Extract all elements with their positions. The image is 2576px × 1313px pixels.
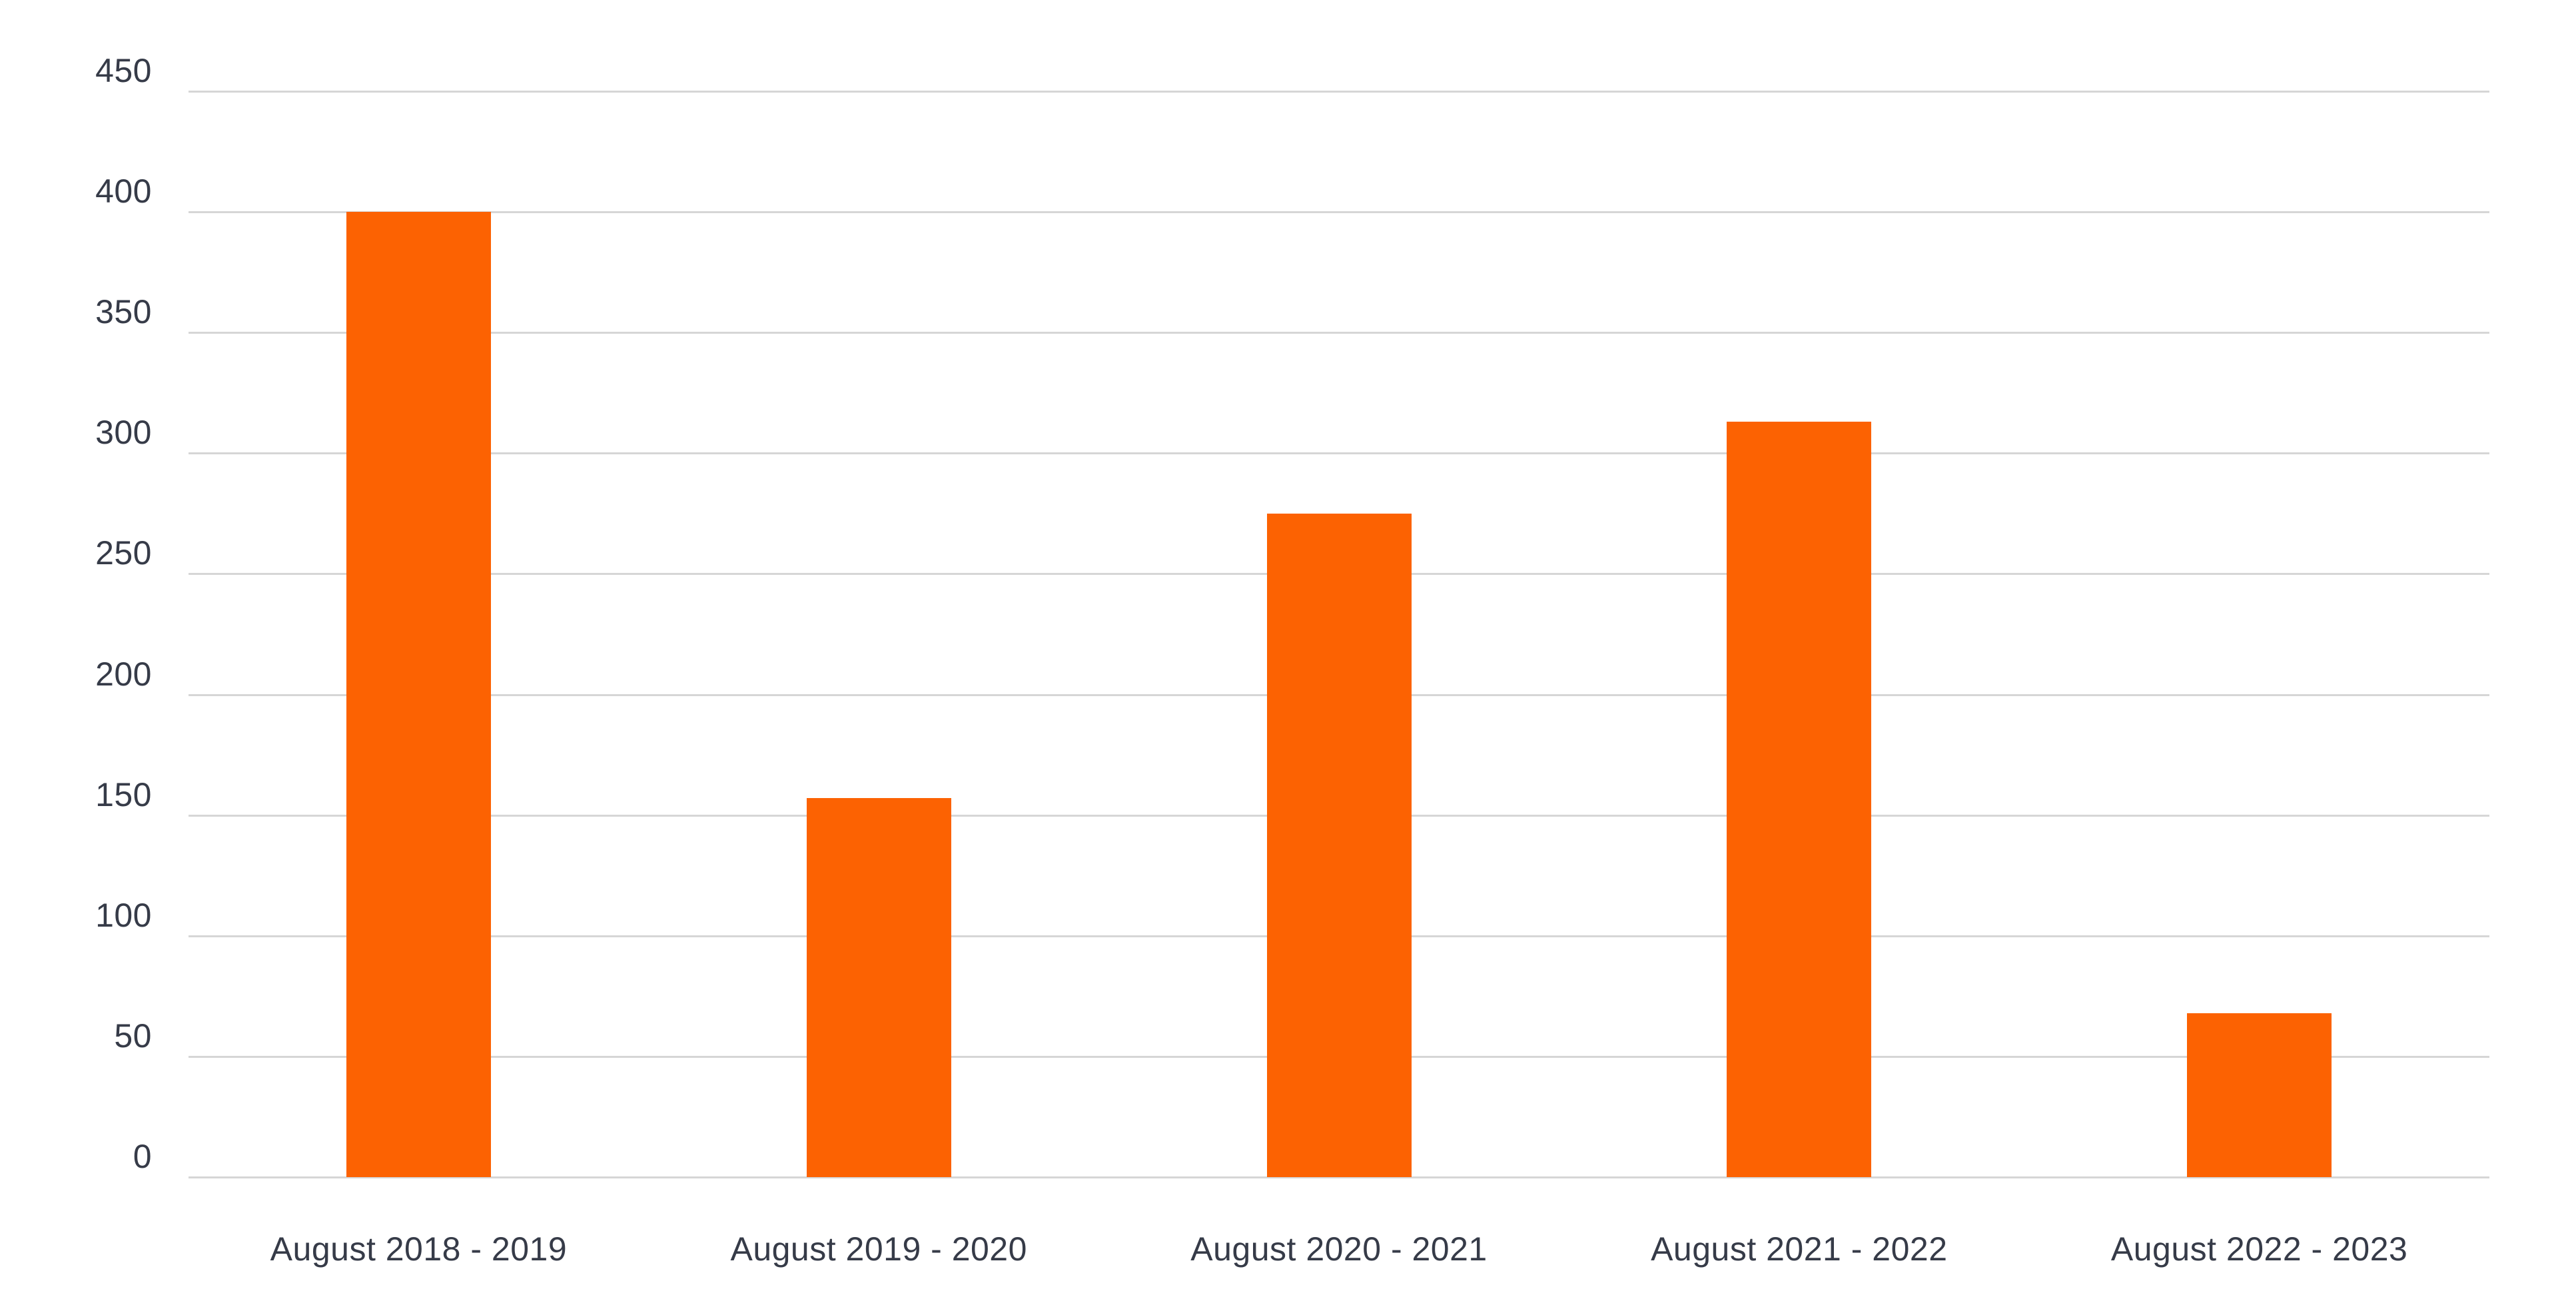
y-tick-label-300: 300 — [95, 414, 152, 452]
y-tick-label-350: 350 — [95, 293, 152, 331]
bar-1 — [346, 212, 491, 1177]
y-tick-label-250: 250 — [95, 534, 152, 572]
y-tick-label-0: 0 — [133, 1138, 152, 1175]
gridline-0 — [189, 1176, 2489, 1178]
y-tick-label-150: 150 — [95, 775, 152, 813]
gridline-400 — [189, 211, 2489, 214]
bar-3 — [1266, 513, 1412, 1177]
x-category-label-1: August 2018 - 2019 — [270, 1230, 568, 1268]
bar-4 — [1727, 422, 1872, 1177]
x-category-label-2: August 2019 - 2020 — [730, 1230, 1027, 1268]
x-category-label-4: August 2021 - 2022 — [1651, 1230, 1948, 1268]
bar-2 — [806, 798, 951, 1177]
y-tick-label-50: 50 — [114, 1017, 152, 1055]
gridline-350 — [189, 332, 2489, 334]
gridline-300 — [189, 452, 2489, 455]
y-tick-label-400: 400 — [95, 173, 152, 211]
y-tick-label-450: 450 — [95, 52, 152, 89]
x-category-label-3: August 2020 - 2021 — [1190, 1230, 1488, 1268]
y-tick-label-100: 100 — [95, 896, 152, 934]
x-category-label-5: August 2022 - 2023 — [2110, 1230, 2408, 1268]
bar-5 — [2187, 1013, 2332, 1177]
gridline-450 — [189, 91, 2489, 93]
y-tick-label-200: 200 — [95, 655, 152, 693]
